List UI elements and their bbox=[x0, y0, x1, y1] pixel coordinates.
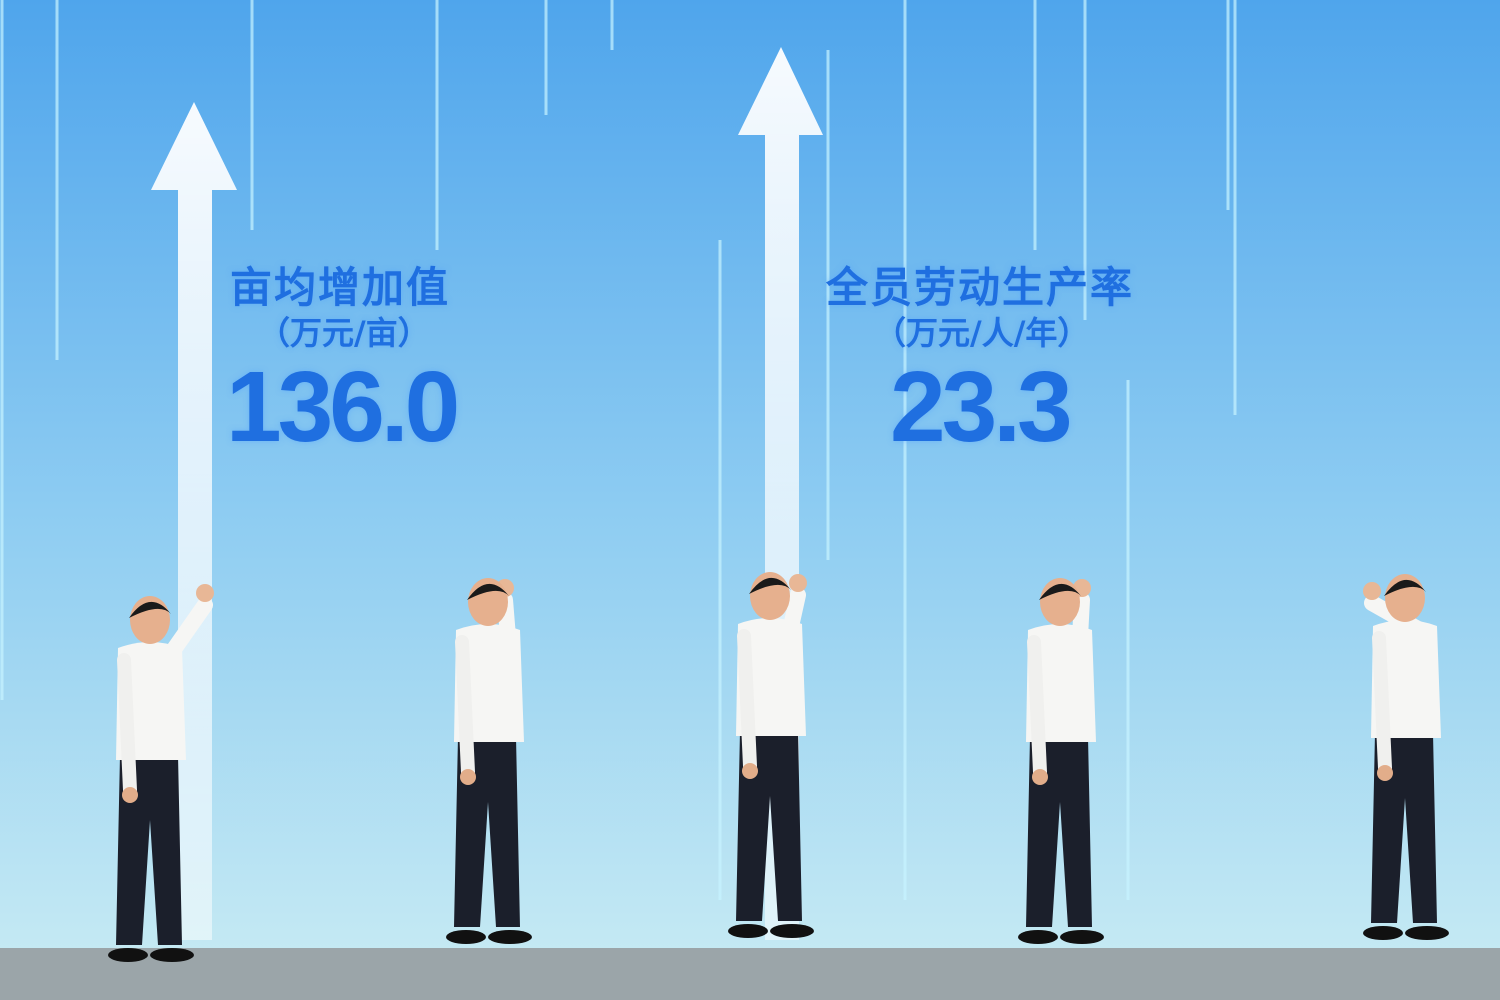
person bbox=[1363, 574, 1449, 940]
metric-2-title: 全员劳动生产率 bbox=[826, 263, 1135, 312]
person bbox=[446, 578, 532, 944]
metric-2-unit: （万元/人/年） bbox=[874, 314, 1090, 352]
metric-1-value: 136.0 bbox=[226, 351, 460, 463]
metric-2-value: 23.3 bbox=[890, 351, 1073, 463]
arrow-up-icon bbox=[738, 47, 823, 940]
metric-1-unit: （万元/亩） bbox=[258, 314, 430, 352]
person bbox=[728, 572, 814, 938]
person bbox=[108, 584, 214, 962]
metric-1-title: 亩均增加值 bbox=[230, 263, 451, 312]
stage-floor bbox=[0, 948, 1500, 1000]
light-lines bbox=[0, 0, 1237, 900]
person bbox=[1018, 578, 1104, 944]
arrow-up-icon bbox=[151, 102, 237, 940]
